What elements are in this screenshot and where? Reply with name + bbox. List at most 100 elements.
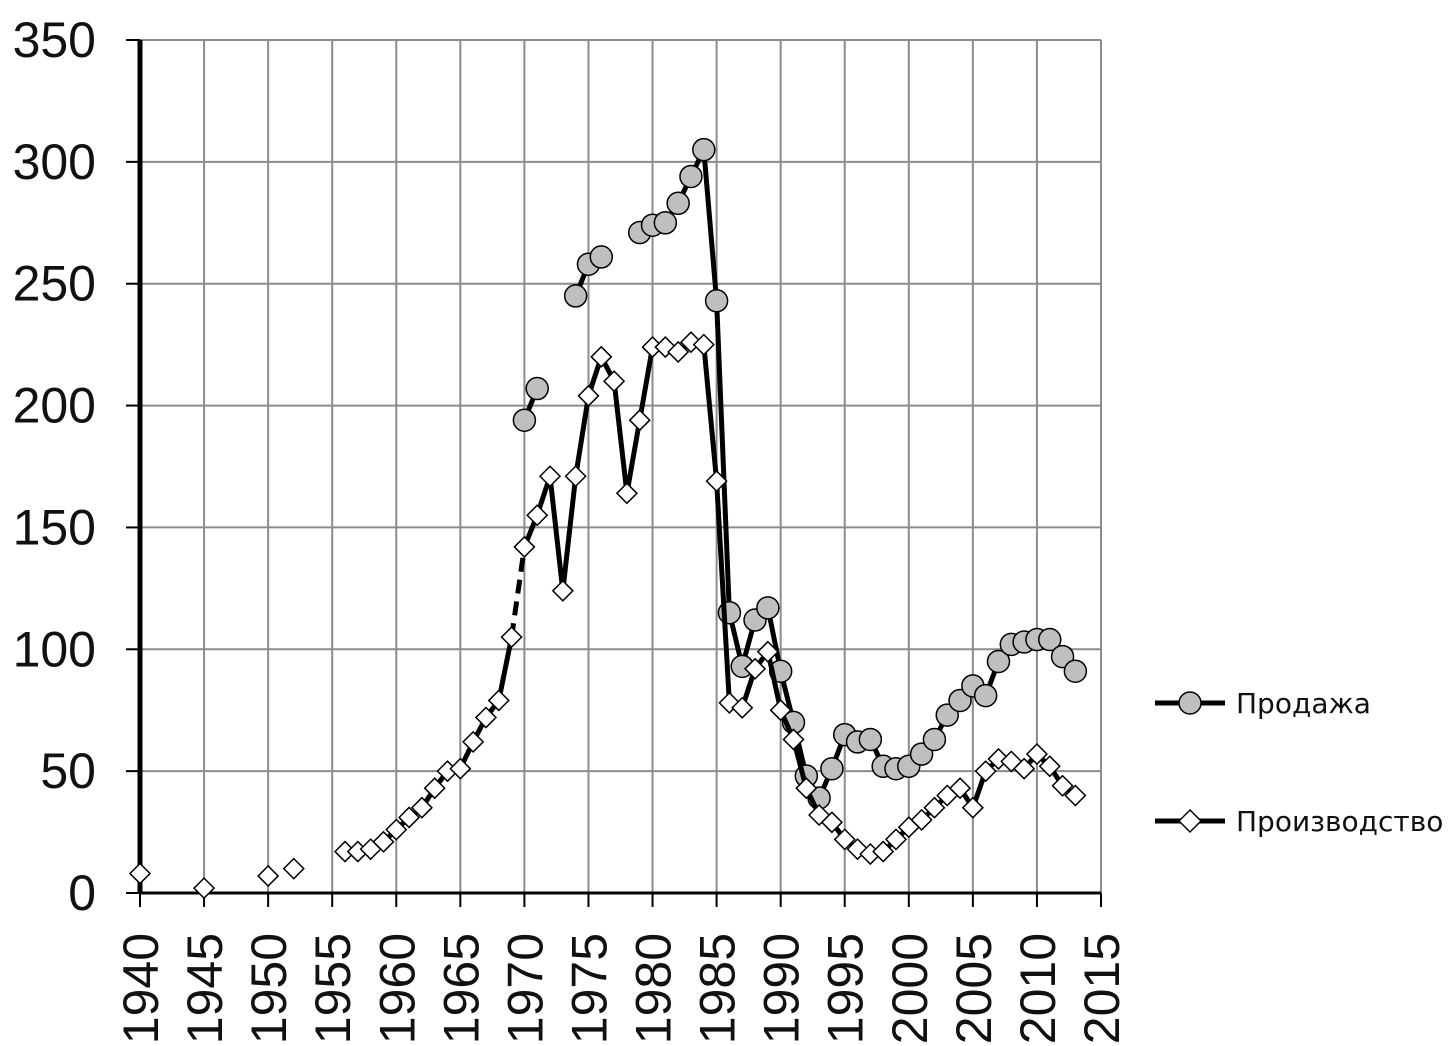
data-point-production — [449, 757, 472, 780]
legend: Продажа Производство — [1155, 687, 1443, 838]
data-point-production — [910, 808, 933, 831]
series-dashed-link — [509, 546, 527, 638]
data-point-production — [423, 777, 446, 800]
data-point-sales — [922, 727, 947, 752]
data-point-production — [500, 626, 523, 649]
legend-label-sales: Продажа — [1236, 687, 1371, 720]
data-point-production — [603, 370, 626, 393]
data-point-production — [782, 728, 805, 751]
data-point-production — [538, 465, 562, 488]
legend-marker-production — [1177, 808, 1203, 834]
data-point-production — [731, 696, 754, 719]
series-line — [345, 636, 515, 855]
data-point-production — [410, 796, 433, 819]
data-point-sales — [756, 596, 780, 620]
data-point-sales — [679, 164, 703, 189]
data-point-production — [667, 340, 690, 364]
data-point-production — [513, 535, 536, 558]
data-point-sales — [1063, 659, 1088, 683]
data-point-sales — [973, 683, 998, 708]
data-point-production — [487, 689, 510, 712]
legend-item-production: Производство — [1155, 805, 1443, 838]
data-point-sales — [666, 191, 690, 216]
x-tick-label: 1985 — [690, 933, 746, 1044]
series-production — [128, 331, 1087, 900]
x-tick-label: 1965 — [433, 933, 489, 1044]
data-point-production — [474, 706, 498, 729]
data-point-production — [551, 579, 574, 602]
series-line — [638, 147, 1078, 801]
data-point-production — [833, 828, 856, 851]
data-point-production — [961, 796, 984, 819]
data-point-production — [948, 777, 972, 800]
x-tick-labels: 1940 1945 1950 1955 1960 1965 1970 1975 1980 1985… — [113, 933, 1130, 1044]
data-point-production — [1038, 755, 1061, 778]
data-point-production — [1013, 757, 1036, 780]
legend-marker-sales — [1178, 691, 1202, 715]
data-point-production — [526, 504, 549, 527]
x-tick-label: 1975 — [561, 933, 617, 1044]
x-tick-label: 1940 — [113, 933, 169, 1044]
data-point-sales — [820, 756, 844, 781]
x-tick-label: 2005 — [946, 933, 1002, 1044]
data-point-production — [193, 877, 216, 900]
data-point-production — [590, 345, 613, 368]
x-tick-label: 1980 — [626, 933, 682, 1044]
data-point-production — [628, 409, 651, 432]
data-point-sales — [986, 649, 1011, 674]
x-tick-label: 1955 — [305, 933, 361, 1044]
x-tick-label: 1990 — [754, 933, 810, 1044]
axes — [126, 39, 1102, 907]
data-point-production — [692, 333, 715, 356]
data-point-production — [974, 760, 997, 783]
x-tick-label: 1995 — [818, 933, 874, 1044]
data-point-sales — [589, 245, 614, 269]
data-point-production — [705, 470, 728, 493]
data-point-production — [462, 730, 485, 753]
data-point-production — [795, 777, 818, 800]
y-tick-label: 100 — [13, 621, 96, 677]
series — [128, 137, 1088, 900]
data-point-production — [769, 699, 792, 722]
data-point-sales — [653, 211, 678, 235]
data-point-production — [615, 482, 638, 505]
y-tick-label: 50 — [40, 743, 96, 799]
data-point-production — [577, 384, 600, 407]
data-point-production — [820, 811, 843, 834]
series-sales — [512, 137, 1088, 810]
data-point-sales — [525, 376, 549, 401]
data-point-production — [385, 818, 408, 841]
data-point-production — [1051, 774, 1074, 797]
data-point-production — [756, 640, 779, 663]
x-tick-label: 1950 — [241, 933, 297, 1044]
data-point-sales — [563, 284, 588, 308]
data-point-sales — [704, 289, 729, 313]
data-point-sales — [1037, 627, 1062, 652]
data-point-production — [128, 862, 152, 885]
data-point-production — [923, 796, 946, 819]
data-point-sales — [858, 727, 883, 752]
data-point-production — [398, 806, 421, 829]
y-tick-labels: 0 50 100 150 200 250 300 350 — [13, 12, 96, 921]
y-tick-label: 200 — [13, 378, 96, 434]
x-tick-label: 2015 — [1074, 933, 1130, 1044]
data-point-sales — [692, 137, 716, 162]
x-tick-label: 2000 — [882, 933, 938, 1044]
grid — [139, 39, 1102, 894]
y-tick-label: 150 — [13, 499, 96, 555]
data-point-production — [884, 828, 908, 851]
data-point-production — [1064, 784, 1087, 807]
data-point-production — [282, 857, 305, 880]
data-point-production — [872, 840, 895, 863]
data-point-production — [743, 657, 767, 680]
data-point-production — [257, 864, 280, 888]
data-point-production — [372, 830, 395, 853]
data-point-production — [564, 465, 587, 488]
x-tick-label: 1960 — [369, 933, 425, 1044]
y-tick-label: 250 — [13, 256, 96, 312]
legend-item-sales: Продажа — [1155, 687, 1371, 720]
legend-label-production: Производство — [1236, 805, 1443, 838]
data-point-sales — [512, 408, 537, 432]
